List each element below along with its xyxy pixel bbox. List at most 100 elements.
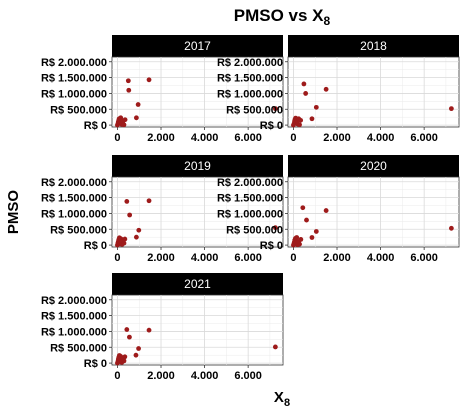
chart-title: PMSO vs X8 xyxy=(234,6,331,28)
data-point xyxy=(121,358,127,364)
x-axis-title: X8 xyxy=(274,389,290,409)
data-point xyxy=(122,236,128,242)
plot-area xyxy=(111,294,284,366)
facet-panel-2019: 2019 R$ 0 R$ 500.000 R$ 1.000.000 R$ 1.500.0… xyxy=(41,155,284,264)
y-tick-label: R$ 2.000.000 xyxy=(41,57,107,69)
y-tick-label: R$ 500.000 xyxy=(50,104,107,116)
x-tick-label: 0 xyxy=(114,370,120,382)
y-tick-label: R$ 2.000.000 xyxy=(217,57,283,69)
data-point xyxy=(135,102,141,107)
data-point xyxy=(272,225,278,231)
data-point xyxy=(133,115,139,121)
data-point xyxy=(133,352,139,358)
data-point xyxy=(294,235,300,240)
y-tick-label: R$ 0 xyxy=(84,358,107,370)
data-point xyxy=(297,122,302,128)
data-point xyxy=(272,106,278,112)
y-tick-label: R$ 2.000.000 xyxy=(41,295,107,307)
y-tick-label: R$ 1.000.000 xyxy=(41,326,107,338)
data-point xyxy=(146,77,152,83)
data-point xyxy=(448,225,454,231)
y-tick-label: R$ 500.000 xyxy=(226,224,283,236)
x-tick-label: 6.000 xyxy=(234,252,262,264)
y-tick-label: R$ 0 xyxy=(260,240,283,252)
y-tick-label: R$ 2.000.000 xyxy=(217,177,283,189)
data-point xyxy=(146,198,152,204)
data-point xyxy=(297,241,302,247)
x-tick-label: 4.000 xyxy=(367,132,395,144)
x-tick-label: 2.000 xyxy=(323,252,351,264)
data-point xyxy=(125,78,131,84)
x-tick-label: 6.000 xyxy=(234,132,262,144)
plot-area xyxy=(111,56,284,128)
data-point xyxy=(146,327,152,333)
y-tick-label: R$ 1.500.000 xyxy=(41,311,107,323)
data-point xyxy=(323,86,329,92)
data-point xyxy=(298,236,304,242)
data-point xyxy=(313,229,319,234)
facet-panel-2017: 2017 R$ 0 R$ 500.000 R$ 1.000.000 R$ 1.500.0… xyxy=(41,35,284,144)
facet-panels: 2017 R$ 0 R$ 500.000 R$ 1.000.000 R$ 1.500.0… xyxy=(41,35,460,382)
y-tick-label: R$ 1.000.000 xyxy=(217,208,283,220)
data-point xyxy=(304,217,309,223)
x-tick-label: 0 xyxy=(290,252,296,264)
y-tick-label: R$ 1.500.000 xyxy=(217,73,283,85)
data-point xyxy=(124,327,130,332)
data-point xyxy=(300,205,306,211)
y-axis-title: PMSO xyxy=(5,190,22,235)
data-point xyxy=(124,198,130,204)
data-point xyxy=(122,354,128,360)
x-tick-label: 4.000 xyxy=(191,132,219,144)
plot-area xyxy=(111,176,284,248)
plot-area xyxy=(287,56,460,128)
y-tick-label: R$ 1.000.000 xyxy=(217,88,283,100)
x-tick-label: 6.000 xyxy=(410,252,438,264)
data-point xyxy=(303,91,309,96)
y-tick-label: R$ 1.500.000 xyxy=(41,193,107,205)
data-point xyxy=(136,227,142,233)
data-point xyxy=(309,116,315,122)
data-point xyxy=(127,334,132,340)
x-tick-label: 2.000 xyxy=(323,132,351,144)
plot-area xyxy=(287,176,460,248)
y-tick-label: R$ 1.000.000 xyxy=(41,208,107,220)
data-point xyxy=(126,87,132,93)
data-point xyxy=(298,117,304,123)
x-tick-label: 0 xyxy=(290,132,296,144)
facet-panel-2018: 2018 R$ 0 R$ 500.000 R$ 1.000.000 R$ 1.500.0… xyxy=(217,35,460,144)
facet-panel-2021: 2021 R$ 0 R$ 500.000 R$ 1.000.000 R$ 1.500.0… xyxy=(41,273,284,382)
data-point xyxy=(136,346,141,351)
x-tick-label: 0 xyxy=(114,132,120,144)
data-point xyxy=(127,212,133,218)
x-tick-label: 6.000 xyxy=(234,370,262,382)
facet-strip xyxy=(112,273,283,295)
y-tick-label: R$ 500.000 xyxy=(50,224,107,236)
data-point xyxy=(121,240,127,246)
facet-strip-label: 2017 xyxy=(184,39,211,53)
x-tick-label: 0 xyxy=(114,252,120,264)
y-tick-label: R$ 1.500.000 xyxy=(41,73,107,85)
x-tick-label: 2.000 xyxy=(147,370,175,382)
facet-strip-label: 2019 xyxy=(184,159,211,173)
y-tick-label: R$ 1.500.000 xyxy=(217,193,283,205)
y-tick-label: R$ 500.000 xyxy=(50,342,107,354)
y-tick-label: R$ 0 xyxy=(84,120,107,132)
data-point xyxy=(122,117,128,123)
data-point xyxy=(323,208,329,213)
data-point xyxy=(121,122,127,128)
data-point xyxy=(272,344,278,350)
data-point xyxy=(309,235,315,240)
y-tick-label: R$ 0 xyxy=(260,120,283,132)
facet-strip xyxy=(112,155,283,177)
y-tick-label: R$ 2.000.000 xyxy=(41,177,107,189)
y-tick-label: R$ 0 xyxy=(84,240,107,252)
facet-strip xyxy=(288,155,459,177)
y-tick-label: R$ 500.000 xyxy=(226,104,283,116)
facet-panel-2020: 2020 R$ 0 R$ 500.000 R$ 1.000.000 R$ 1.500.0… xyxy=(217,155,460,264)
data-point xyxy=(301,81,307,87)
x-tick-label: 4.000 xyxy=(367,252,395,264)
facet-strip-label: 2021 xyxy=(184,277,211,291)
facet-strip-label: 2020 xyxy=(360,159,387,173)
data-point xyxy=(313,104,319,110)
